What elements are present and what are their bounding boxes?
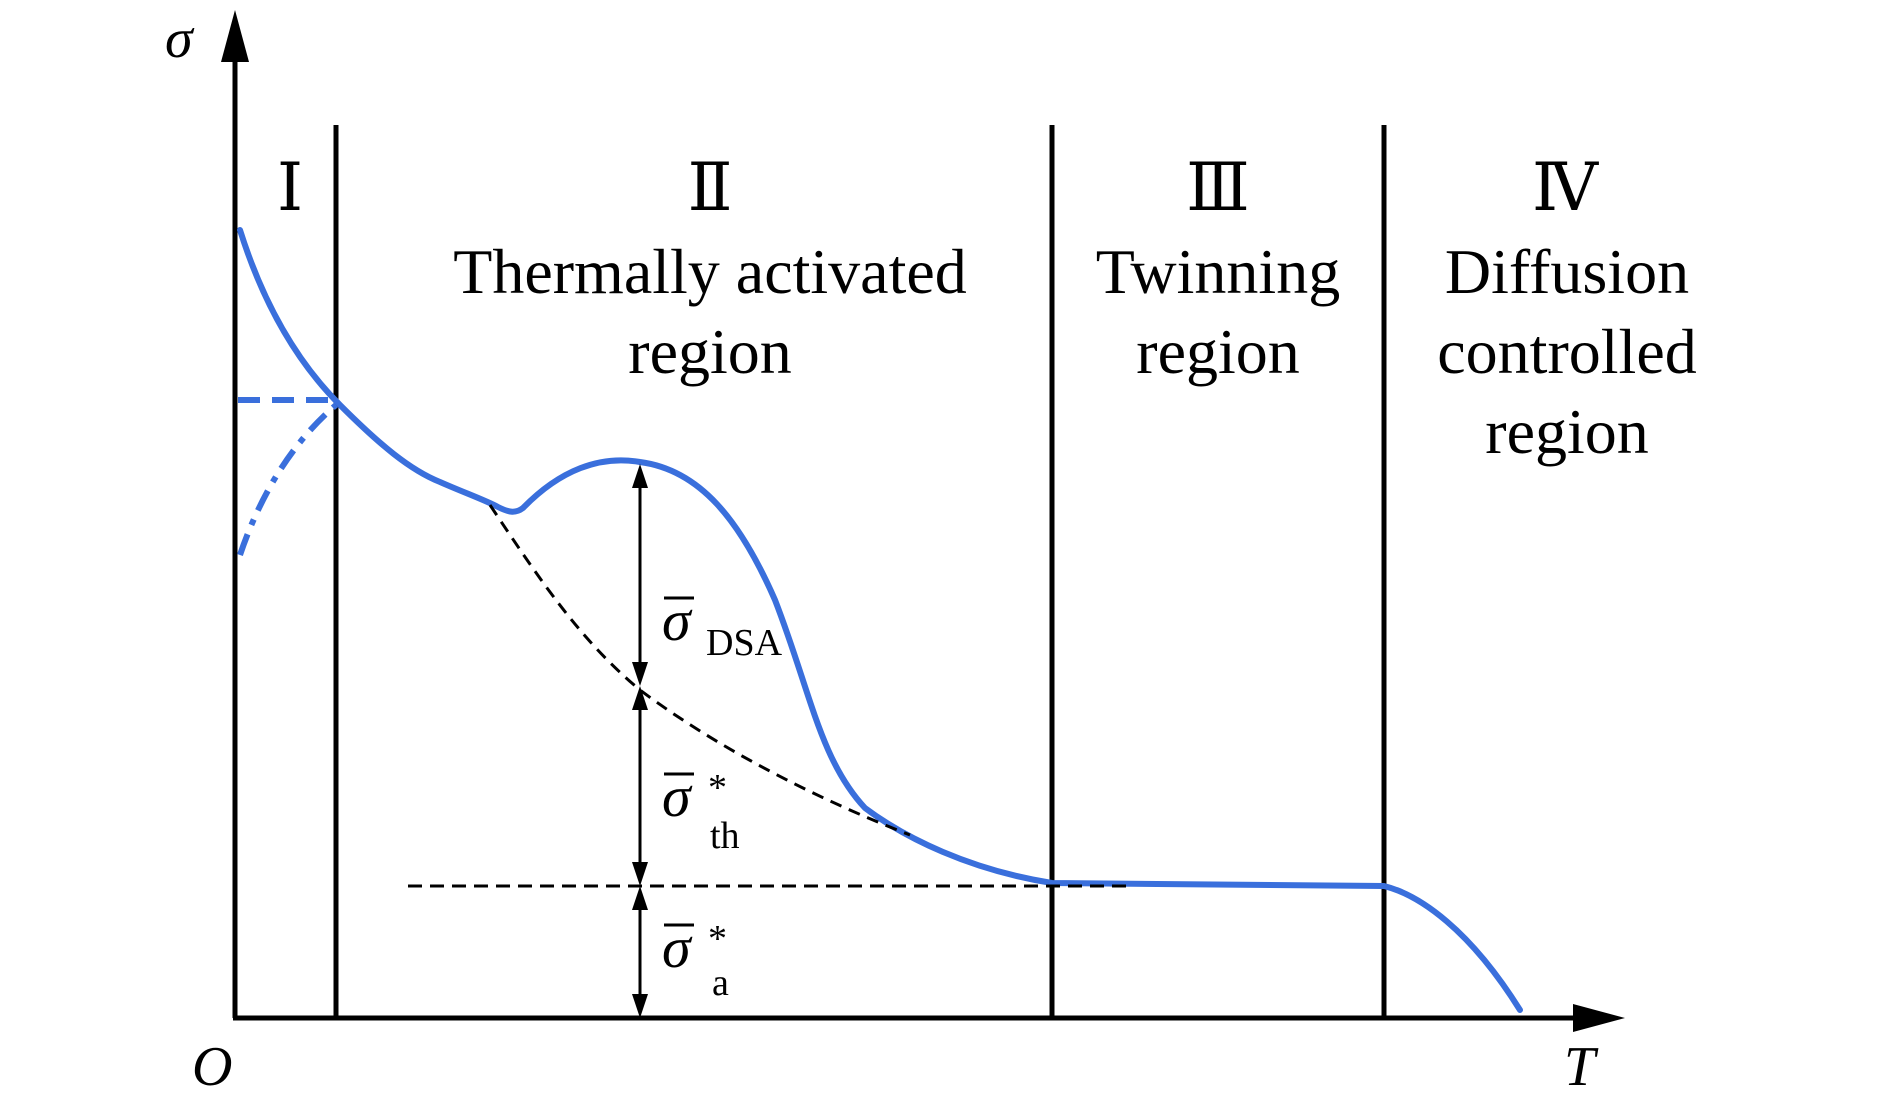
region-2-label-line-1: Thermally activated	[453, 236, 967, 307]
x-axis-label: T	[1564, 1036, 1599, 1098]
athermal-superscript: *	[708, 918, 727, 960]
region-4-numeral: Ⅳ	[1532, 152, 1599, 225]
th-subscript: th	[710, 815, 740, 857]
th-arrow	[632, 686, 648, 886]
region-1-dashdot-rising	[237, 402, 338, 556]
region-2-numeral: Ⅱ	[688, 152, 733, 225]
dsa-label: σ DSA	[662, 588, 783, 664]
region-1-numeral: Ⅰ	[277, 152, 303, 225]
region-4-label-line-1: Diffusion	[1445, 236, 1689, 307]
region-3-label-line-2: region	[1136, 316, 1300, 387]
athermal-subscript: a	[712, 962, 729, 1004]
region-4-label-line-3: region	[1485, 396, 1649, 467]
region-3-label-line-1: Twinning	[1096, 236, 1340, 307]
region-3-numeral: Ⅲ	[1186, 152, 1250, 225]
x-axis-arrowhead	[1573, 1004, 1625, 1032]
dashed-baseline-curve	[488, 504, 911, 837]
region-4-label-line-2: controlled	[1437, 316, 1696, 387]
region-2-label-line-2: region	[628, 316, 792, 387]
origin-label: O	[192, 1036, 232, 1098]
y-axis-arrowhead	[221, 10, 249, 62]
athermal-arrow	[632, 886, 648, 1018]
y-axis-label: σ	[165, 8, 195, 70]
th-symbol: σ	[662, 764, 693, 829]
athermal-symbol: σ	[662, 915, 693, 980]
dsa-subscript: DSA	[706, 622, 783, 664]
dsa-symbol: σ	[662, 588, 693, 653]
th-superscript: *	[708, 767, 727, 809]
dsa-arrow	[632, 464, 648, 686]
athermal-label: σ * a	[662, 915, 729, 1004]
th-label: σ * th	[662, 764, 740, 857]
flow-stress-curve	[237, 227, 1523, 1013]
